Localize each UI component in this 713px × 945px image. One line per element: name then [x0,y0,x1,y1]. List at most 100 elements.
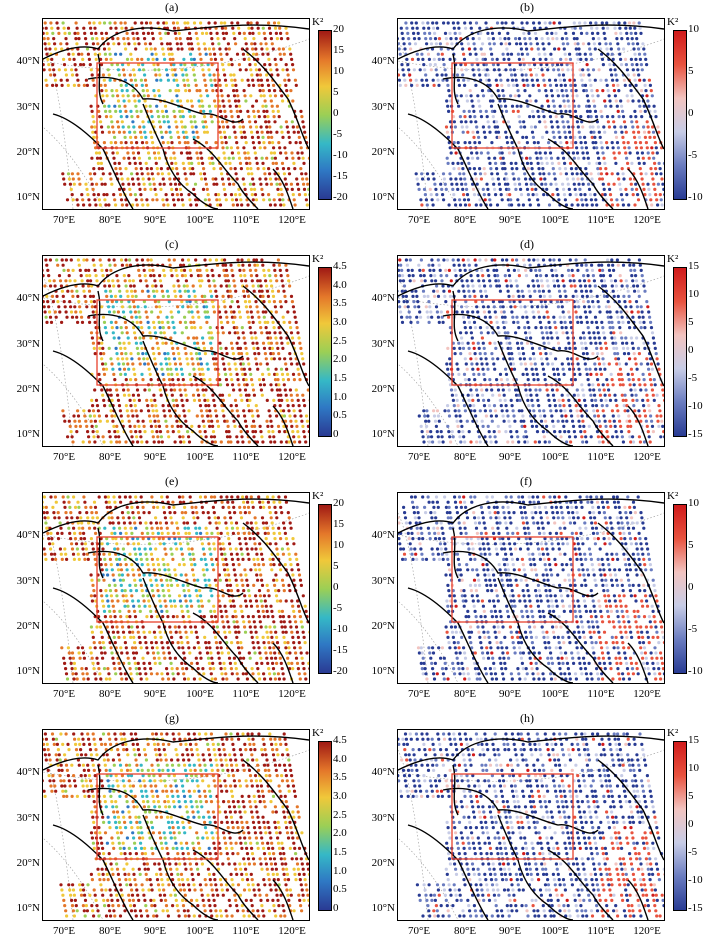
study-region-box [451,299,574,386]
latitude-tick-label: 40°N [16,529,40,541]
colorbar-tick-label: 20 [333,23,344,35]
colorbar-tick-label: -15 [688,902,703,914]
longitude-tick-label: 120°E [278,688,306,700]
colorbar-unit: K² [312,727,324,739]
observation-dots [398,495,664,681]
latitude-tick-label: 40°N [371,292,395,304]
longitude-tick-label: 110°E [232,925,260,937]
longitude-tick-label: 90°E [498,214,522,226]
longitude-tick-label: 110°E [587,451,615,463]
latitude-tick-label: 30°N [371,812,395,824]
longitude-tick-label: 70°E [407,688,431,700]
map-frame [397,729,665,921]
longitude-tick-label: 120°E [278,451,306,463]
longitude-tick-label: 100°E [186,688,214,700]
map-panel: (e) 40°N 30°N 20°N 10°N 70°E 80°E 90°E 100°E 110°… [0,474,348,704]
latitude-tick-label: 40°N [16,292,40,304]
map-frame [397,255,665,447]
colorbar-tick-label: 0 [688,107,694,119]
panel-label: (c) [165,237,179,251]
colorbar-tick-label: 4.5 [333,260,347,272]
latitude-tick-label: 40°N [16,766,40,778]
longitude-tick-label: 90°E [498,925,522,937]
graticule [398,275,664,446]
longitude-tick-label: 110°E [232,688,260,700]
country-borders [398,735,664,920]
study-region-box [451,773,574,860]
colorbar-tick-label: 15 [688,260,699,272]
colorbar-tick-label: -15 [688,428,703,440]
latitude-tick-label: 10°N [16,902,40,914]
colorbar-tick-label: -5 [688,372,698,384]
colorbar-unit: K² [312,16,324,28]
latitude-tick-label: 20°N [371,857,395,869]
panel-label: (b) [520,0,534,14]
colorbar-unit: K² [312,490,324,502]
latitude-tick-label: 10°N [371,902,395,914]
country-borders [43,24,309,209]
latitude-tick-label: 20°N [371,146,395,158]
observation-dots [43,258,309,444]
latitude-tick-label: 40°N [371,766,395,778]
colorbar-tick-label: 15 [333,518,344,530]
map-panel: (b) 40°N 30°N 20°N 10°N 70°E 80°E 90°E 100°E 110°… [355,0,703,230]
colorbar-tick-label: -10 [688,665,703,677]
colorbar-tick-label: 1.0 [333,864,347,877]
longitude-tick-label: 120°E [633,688,661,700]
colorbar-tick-label: 15 [333,44,344,56]
panel-label: (g) [165,711,179,725]
longitude-tick-label: 80°E [98,451,122,463]
colorbar-tick-label: -10 [333,149,348,161]
map-frame [42,729,310,921]
latitude-tick-label: 30°N [371,575,395,587]
longitude-tick-label: 70°E [52,451,76,463]
colorbar-tick-label: -10 [688,191,703,203]
colorbar-unit: K² [667,727,679,739]
colorbar-tick-label: -5 [688,846,698,858]
colorbar-tick-label: 5 [688,316,694,328]
longitude-tick-label: 70°E [52,688,76,700]
country-borders [398,498,664,683]
latitude-tick-label: 30°N [371,338,395,350]
study-region-box [96,299,219,386]
observation-dots [43,21,309,207]
colorbar-tick-label: -15 [333,170,348,182]
latitude-tick-label: 30°N [16,812,40,824]
longitude-tick-label: 70°E [52,925,76,937]
colorbar-tick-label: 0.5 [333,409,347,422]
latitude-tick-label: 20°N [371,383,395,395]
map-canvas [43,732,309,920]
colorbar-tick-label: 3.0 [333,316,347,328]
map-panel: (g) 40°N 30°N 20°N 10°N 70°E 80°E 90°E 100°E 110°… [0,711,347,941]
graticule [43,512,309,683]
latitude-tick-label: 20°N [16,620,40,632]
map-canvas [398,495,664,683]
colorbar-tick-label: -20 [333,665,348,677]
colorbar [318,741,332,911]
map-frame [397,492,665,684]
colorbar-tick-label: 10 [688,762,699,774]
colorbar-unit: K² [667,490,679,502]
country-borders [398,24,664,209]
map-canvas [43,495,309,683]
colorbar-tick-label: 4.0 [333,752,347,765]
colorbar-tick-label: 0 [333,581,339,593]
longitude-tick-label: 100°E [541,451,569,463]
observation-dots [398,732,664,918]
colorbar-tick-label: -5 [333,602,343,614]
latitude-tick-label: 30°N [16,575,40,587]
latitude-tick-label: 10°N [371,428,395,440]
colorbar-tick-label: -10 [333,623,348,635]
longitude-tick-label: 90°E [143,214,167,226]
map-frame [42,492,310,684]
latitude-tick-label: 30°N [16,101,40,113]
colorbar-tick-label: -5 [688,623,698,635]
colorbar-tick-label: 4.0 [333,278,347,291]
colorbar-tick-label: 1.0 [333,390,347,403]
map-panel: (c) 40°N 30°N 20°N 10°N 70°E 80°E 90°E 100°E 110°… [0,237,347,467]
colorbar-unit: K² [667,253,679,265]
map-frame [397,18,665,210]
colorbar [318,504,332,674]
latitude-tick-label: 20°N [16,383,40,395]
map-frame [42,18,310,210]
